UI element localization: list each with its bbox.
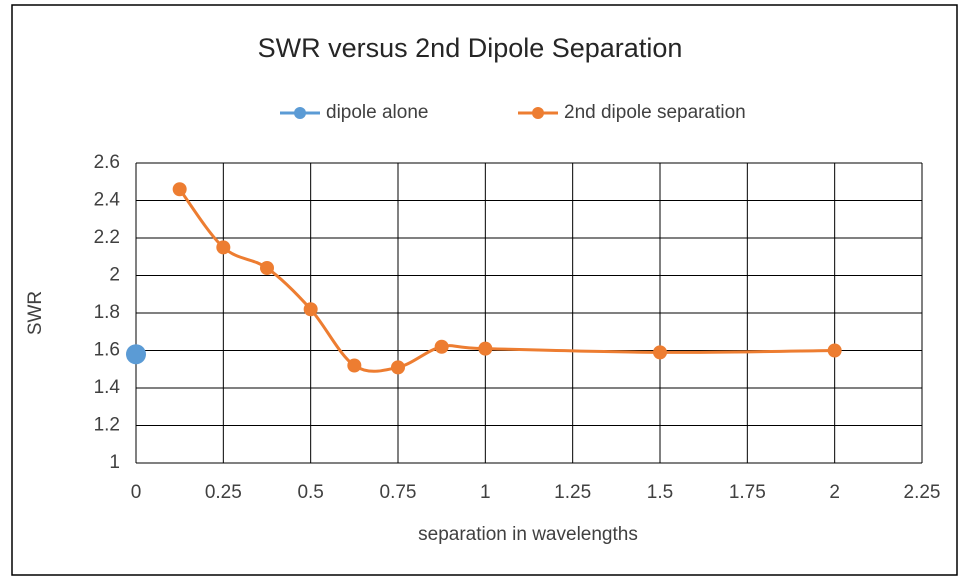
x-tick-label: 1.25 [554, 482, 591, 503]
x-tick-label: 1.75 [729, 482, 766, 503]
legend-label: 2nd dipole separation [564, 102, 746, 123]
y-tick-label: 1 [109, 452, 120, 473]
chart-border [11, 4, 958, 576]
x-tick-label: 0.25 [205, 482, 242, 503]
x-tick-label: 0.5 [297, 482, 323, 503]
y-tick-label: 1.6 [94, 340, 120, 361]
data-point [260, 261, 274, 275]
data-point [347, 358, 362, 373]
x-axis-label: separation in wavelengths [418, 524, 638, 545]
data-point [391, 360, 405, 375]
data-point [478, 341, 493, 356]
legend-marker [532, 107, 544, 119]
x-tick-label: 0 [131, 482, 142, 503]
legend-marker [294, 107, 306, 119]
data-point [653, 345, 667, 360]
y-tick-label: 1.8 [94, 302, 120, 323]
data-point [172, 182, 187, 197]
data-point [126, 344, 146, 365]
y-tick-label: 2 [109, 265, 120, 286]
legend-label: dipole alone [326, 102, 428, 123]
x-tick-label: 1 [480, 482, 491, 503]
y-tick-label: 2.2 [94, 227, 120, 248]
y-tick-label: 2.4 [94, 190, 121, 211]
x-tick-label: 2 [829, 482, 840, 503]
data-point [216, 240, 231, 255]
x-tick-label: 2.25 [904, 482, 941, 503]
x-tick-label: 1.5 [647, 482, 673, 503]
data-point [303, 302, 318, 317]
data-point [827, 343, 842, 358]
data-point [434, 339, 449, 354]
x-tick-label: 0.75 [380, 482, 417, 503]
y-tick-label: 2.6 [94, 152, 120, 173]
y-tick-label: 1.4 [94, 377, 121, 398]
y-axis-label: SWR [25, 291, 46, 335]
chart-title: SWR versus 2nd Dipole Separation [258, 33, 683, 63]
y-tick-label: 1.2 [94, 415, 120, 436]
